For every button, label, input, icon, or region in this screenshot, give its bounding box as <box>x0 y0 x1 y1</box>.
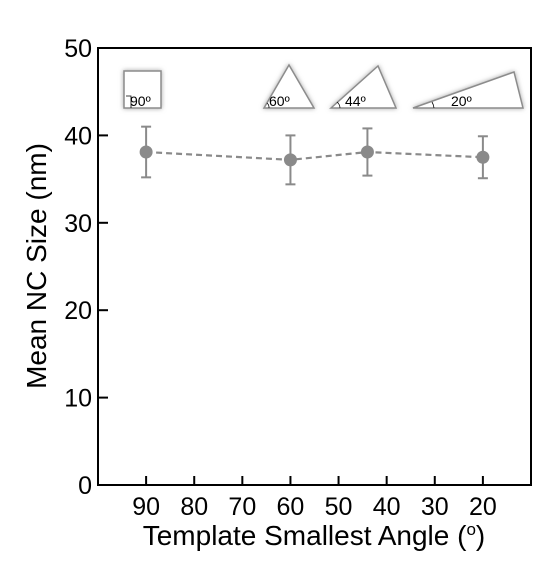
x-tick-label: 20 <box>469 493 497 521</box>
x-tick-label: 40 <box>373 493 401 521</box>
series-line <box>146 150 483 161</box>
y-axis-title: Mean NC Size (nm) <box>21 143 52 389</box>
plot-frame <box>97 47 532 486</box>
data-series <box>139 125 490 186</box>
shape-label-20: 20º <box>451 93 472 109</box>
data-point <box>360 145 374 159</box>
x-tick-label: 50 <box>325 493 353 521</box>
template-triangle-20: 20º <box>412 71 524 109</box>
x-axis-ticks: 90 80 70 60 50 40 30 20 <box>132 476 497 521</box>
y-axis-ticks: 0 10 20 30 40 50 <box>64 35 108 500</box>
template-shape-insets: 90º 60º 44º 20º <box>123 63 524 109</box>
x-axis-title-degree: o <box>466 520 475 539</box>
data-point <box>476 150 490 164</box>
data-point <box>139 145 153 159</box>
template-triangle-60: 60º <box>262 63 316 109</box>
y-tick-label: 30 <box>64 210 92 238</box>
x-tick-label: 60 <box>277 493 305 521</box>
template-triangle-44: 44º <box>329 64 398 109</box>
x-tick-label: 70 <box>228 493 256 521</box>
y-tick-label: 40 <box>64 122 92 150</box>
y-tick-label: 0 <box>78 472 92 500</box>
y-tick-label: 10 <box>64 385 92 413</box>
x-axis-title-close: ) <box>476 520 485 551</box>
shape-label-44: 44º <box>345 93 366 109</box>
template-square-90: 90º <box>123 70 162 109</box>
y-tick-label: 50 <box>64 35 92 63</box>
x-axis-title-text: Template Smallest Angle ( <box>143 520 467 551</box>
x-tick-label: 90 <box>132 493 160 521</box>
x-tick-label: 30 <box>421 493 449 521</box>
shape-label-60: 60º <box>269 93 290 109</box>
x-axis-title: Template Smallest Angle (o) <box>143 520 486 551</box>
shape-label-90: 90º <box>130 93 151 109</box>
data-point <box>283 153 297 167</box>
x-tick-label: 80 <box>180 493 208 521</box>
y-tick-label: 20 <box>64 297 92 325</box>
